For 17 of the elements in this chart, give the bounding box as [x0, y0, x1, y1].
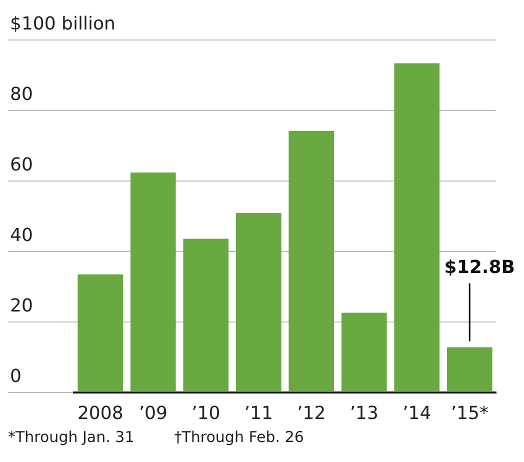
x-tick-label: ’15* — [450, 402, 488, 424]
x-tick-label: ’10 — [192, 402, 220, 424]
y-tick-label: $100 billion — [10, 14, 116, 35]
text: †Through Feb. 26 — [174, 428, 304, 446]
x-tick-label: 2008 — [77, 402, 124, 424]
x-tick-label: ’11 — [244, 402, 273, 424]
x-tick-label: ’09 — [138, 402, 168, 424]
y-tick-label: 20 — [10, 296, 33, 317]
y-tick-label: 40 — [10, 225, 33, 246]
x-tick-label: ’14 — [402, 402, 432, 424]
x-tick-label: ’12 — [297, 402, 326, 424]
x-tick-label: ’13 — [350, 402, 378, 424]
data-label: $12.8B — [444, 256, 515, 278]
text: *Through Jan. 31 — [8, 428, 134, 446]
y-tick-label: 80 — [10, 84, 33, 106]
y-tick-label: 60 — [10, 154, 33, 176]
y-tick-label: 0 — [10, 366, 22, 388]
